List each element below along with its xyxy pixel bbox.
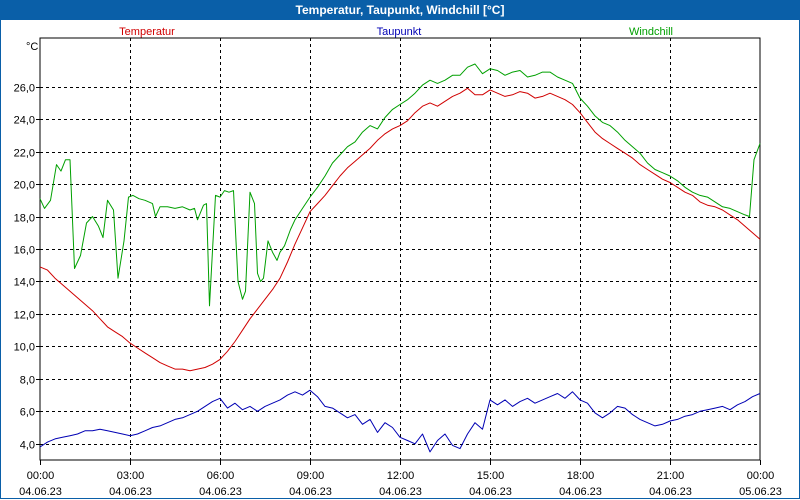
x-tick-time: 21:00	[657, 470, 685, 482]
x-tick-date: 04.06.23	[109, 486, 152, 498]
y-tick-label: 16,0	[14, 245, 35, 257]
x-tick-time: 03:00	[117, 470, 145, 482]
legend-windchill: Windchill	[629, 26, 673, 38]
x-tick-time: 18:00	[567, 470, 595, 482]
y-tick-label: 22,0	[14, 148, 35, 160]
chart-title: Temperatur, Taupunkt, Windchill [°C]	[0, 0, 800, 20]
y-axis-unit: °C	[26, 41, 38, 53]
y-tick-label: 4,0	[20, 440, 35, 452]
x-tick-time: 12:00	[387, 470, 415, 482]
legend-taupunkt: Taupunkt	[377, 26, 422, 38]
x-tick-date: 04.06.23	[649, 486, 692, 498]
x-tick-date: 04.06.23	[289, 486, 332, 498]
x-tick-time: 00:00	[27, 470, 55, 482]
x-tick-date: 05.06.23	[739, 486, 782, 498]
x-tick-time: 09:00	[297, 470, 325, 482]
y-tick-label: 18,0	[14, 213, 35, 225]
x-tick-date: 04.06.23	[199, 486, 242, 498]
y-tick-label: 12,0	[14, 310, 35, 322]
y-tick-label: 24,0	[14, 115, 35, 127]
x-tick-date: 04.06.23	[469, 486, 512, 498]
y-tick-label: 14,0	[14, 277, 35, 289]
x-tick-time: 06:00	[207, 470, 235, 482]
x-tick-time: 15:00	[477, 470, 505, 482]
x-tick-date: 04.06.23	[19, 486, 62, 498]
x-tick-date: 04.06.23	[559, 486, 602, 498]
y-tick-label: 20,0	[14, 180, 35, 192]
series-line-temperatur	[39, 87, 761, 372]
legend-temperatur: Temperatur	[119, 26, 175, 38]
y-tick-label: 6,0	[20, 407, 35, 419]
x-tick-time: 00:00	[747, 470, 775, 482]
y-tick-label: 26,0	[14, 83, 35, 95]
series-line-taupunkt	[39, 389, 761, 453]
y-tick-label: 10,0	[14, 342, 35, 354]
y-tick-label: 8,0	[20, 375, 35, 387]
series-line-windchill	[39, 63, 761, 307]
x-tick-date: 04.06.23	[379, 486, 422, 498]
